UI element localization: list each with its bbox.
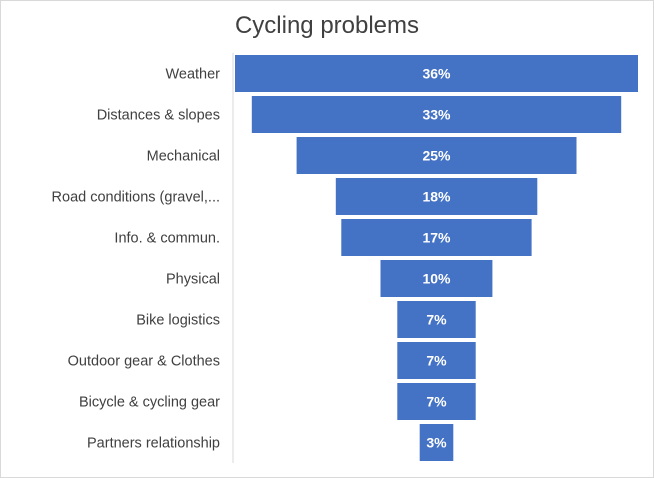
bar [397, 383, 476, 420]
chart-title: Cycling problems [234, 12, 420, 39]
bar-value-label: 18% [422, 189, 451, 205]
bar-value-label: 7% [426, 312, 447, 328]
bar-value-label: 3% [426, 435, 447, 451]
category-label: Weather [165, 67, 220, 83]
category-label: Partners relationship [87, 436, 220, 452]
bar [341, 219, 532, 256]
bar-value-label: 10% [422, 271, 451, 287]
bar-value-label: 17% [422, 230, 451, 246]
category-label: Physical [166, 272, 220, 288]
bar [335, 178, 538, 215]
bar-value-label: 36% [422, 66, 451, 82]
bar-value-label: 33% [422, 107, 451, 123]
bar-value-label: 7% [426, 394, 447, 410]
category-label: Distances & slopes [97, 108, 220, 124]
bar [296, 137, 577, 174]
category-label: Outdoor gear & Clothes [68, 354, 220, 370]
category-label: Info. & commun. [114, 231, 220, 247]
category-label: Bicycle & cycling gear [79, 395, 220, 411]
bars-layer [235, 55, 638, 461]
bar [235, 55, 638, 92]
category-label: Mechanical [147, 149, 220, 165]
bar [397, 342, 476, 379]
category-label: Road conditions (gravel,... [52, 190, 220, 206]
bar [397, 301, 476, 338]
bar-value-label: 7% [426, 353, 447, 369]
category-label: Bike logistics [136, 313, 220, 329]
category-labels: Weather Distances & slopes Mechanical Road … [52, 67, 221, 452]
data-labels: 36% 33% 25% 18% 17% 10% 7% 7% 7% 3% [422, 66, 451, 451]
bar [380, 260, 493, 297]
bar [251, 96, 622, 133]
bar [419, 424, 454, 461]
bar-value-label: 25% [422, 148, 451, 164]
